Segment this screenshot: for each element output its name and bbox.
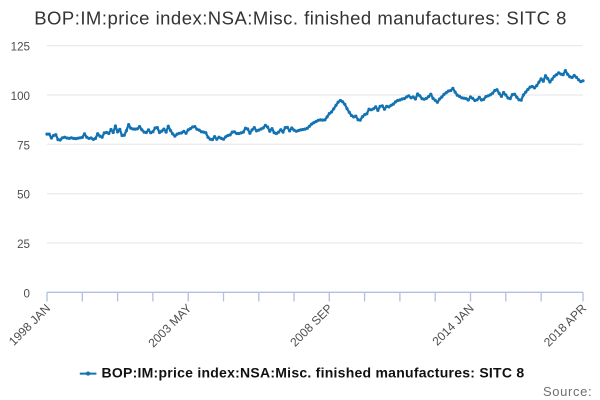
svg-text:Source:: Source: bbox=[543, 384, 592, 399]
svg-text:50: 50 bbox=[17, 189, 30, 202]
svg-text:BOP:IM:price index:NSA:Misc. f: BOP:IM:price index:NSA:Misc. finished ma… bbox=[102, 365, 525, 381]
svg-text:2014 JAN: 2014 JAN bbox=[429, 301, 476, 348]
svg-text:2003 MAY: 2003 MAY bbox=[145, 301, 194, 350]
svg-text:1998 JAN: 1998 JAN bbox=[6, 301, 53, 348]
svg-text:100: 100 bbox=[11, 90, 30, 103]
svg-text:75: 75 bbox=[17, 139, 30, 152]
svg-text:2008 SEP: 2008 SEP bbox=[287, 301, 335, 349]
svg-text:0: 0 bbox=[24, 287, 30, 300]
svg-text:125: 125 bbox=[11, 41, 30, 54]
svg-text:2018 APR: 2018 APR bbox=[541, 301, 589, 349]
svg-text:25: 25 bbox=[17, 238, 30, 251]
svg-text:BOP:IM:price index:NSA:Misc. f: BOP:IM:price index:NSA:Misc. finished ma… bbox=[34, 7, 567, 28]
